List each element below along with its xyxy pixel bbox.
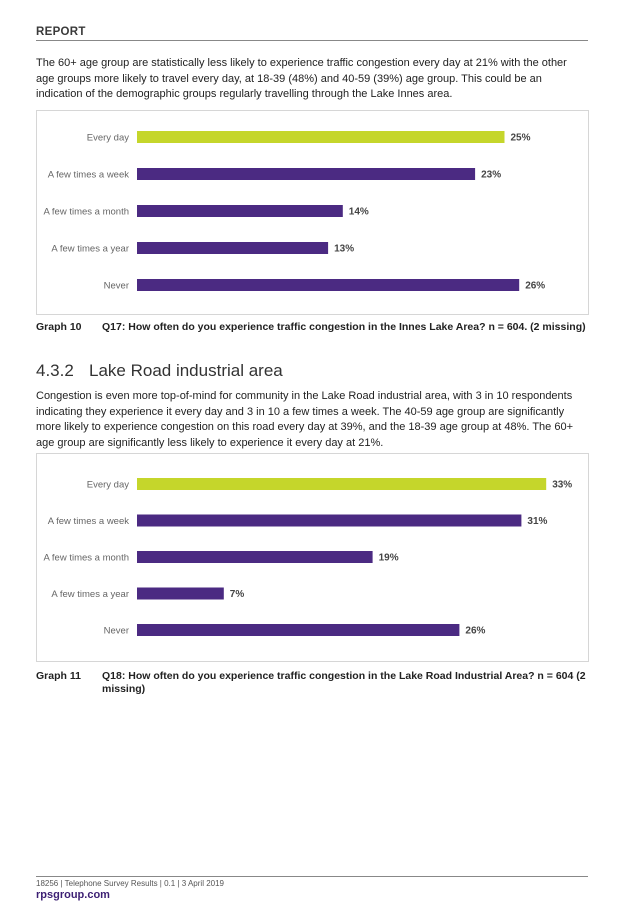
category-label: Never xyxy=(104,281,129,292)
graph-11-text: Q18: How often do you experience traffic… xyxy=(102,670,586,695)
graph-10-text: Q17: How often do you experience traffic… xyxy=(102,321,586,333)
section-title: Lake Road industrial area xyxy=(89,361,283,380)
category-label: A few times a year xyxy=(51,589,129,600)
value-label: 25% xyxy=(511,133,531,144)
category-label: Every day xyxy=(87,133,129,144)
value-label: 19% xyxy=(379,553,399,564)
section-number: 4.3.2 xyxy=(36,361,74,380)
bar xyxy=(137,279,520,291)
chart-innes-lake-svg: Every day 25% A few times a week 23% A few t… xyxy=(43,131,545,292)
chart-innes-lake: Every day 25% A few times a week 23% A few t… xyxy=(36,110,589,315)
category-label: Every day xyxy=(87,480,129,491)
bar xyxy=(137,205,343,217)
category-label: A few times a year xyxy=(51,244,129,255)
graph-10-caption: Graph 10 Q17: How often do you experienc… xyxy=(36,321,588,334)
bar xyxy=(137,624,460,636)
bar xyxy=(137,131,505,143)
bar xyxy=(137,168,476,180)
category-label: A few times a week xyxy=(48,516,130,527)
bar xyxy=(137,514,522,527)
category-label: A few times a month xyxy=(43,207,129,218)
graph-11-number: Graph 11 xyxy=(36,670,81,682)
section-heading: 4.3.2 Lake Road industrial area xyxy=(36,361,283,381)
footer-meta: 18256 | Telephone Survey Results | 0.1 |… xyxy=(36,879,224,888)
value-label: 14% xyxy=(349,207,369,218)
bar xyxy=(137,242,329,254)
bar xyxy=(137,478,547,490)
bar xyxy=(137,587,224,600)
footer-divider xyxy=(36,876,588,877)
chart-lake-road-svg: Every day 33% A few times a week 31% A few t… xyxy=(43,478,572,637)
bar xyxy=(137,551,373,563)
header-divider xyxy=(36,40,588,41)
value-label: 33% xyxy=(552,480,572,491)
footer-website-link[interactable]: rpsgroup.com xyxy=(36,889,110,901)
intro-paragraph: The 60+ age group are statistically less… xyxy=(36,57,567,100)
value-label: 7% xyxy=(230,589,245,600)
value-label: 31% xyxy=(527,516,547,527)
report-header-label: REPORT xyxy=(36,26,86,38)
lake-road-paragraph: Congestion is even more top-of-mind for … xyxy=(36,390,574,449)
value-label: 26% xyxy=(525,281,545,292)
value-label: 26% xyxy=(465,626,485,637)
chart-lake-road: Every day 33% A few times a week 31% A few t… xyxy=(36,453,589,662)
category-label: A few times a month xyxy=(43,553,129,564)
category-label: Never xyxy=(104,626,129,637)
graph-11-caption: Graph 11 Q18: How often do you experienc… xyxy=(36,670,588,696)
value-label: 13% xyxy=(334,244,354,255)
category-label: A few times a week xyxy=(48,170,130,181)
value-label: 23% xyxy=(481,170,501,181)
graph-10-number: Graph 10 xyxy=(36,321,82,333)
